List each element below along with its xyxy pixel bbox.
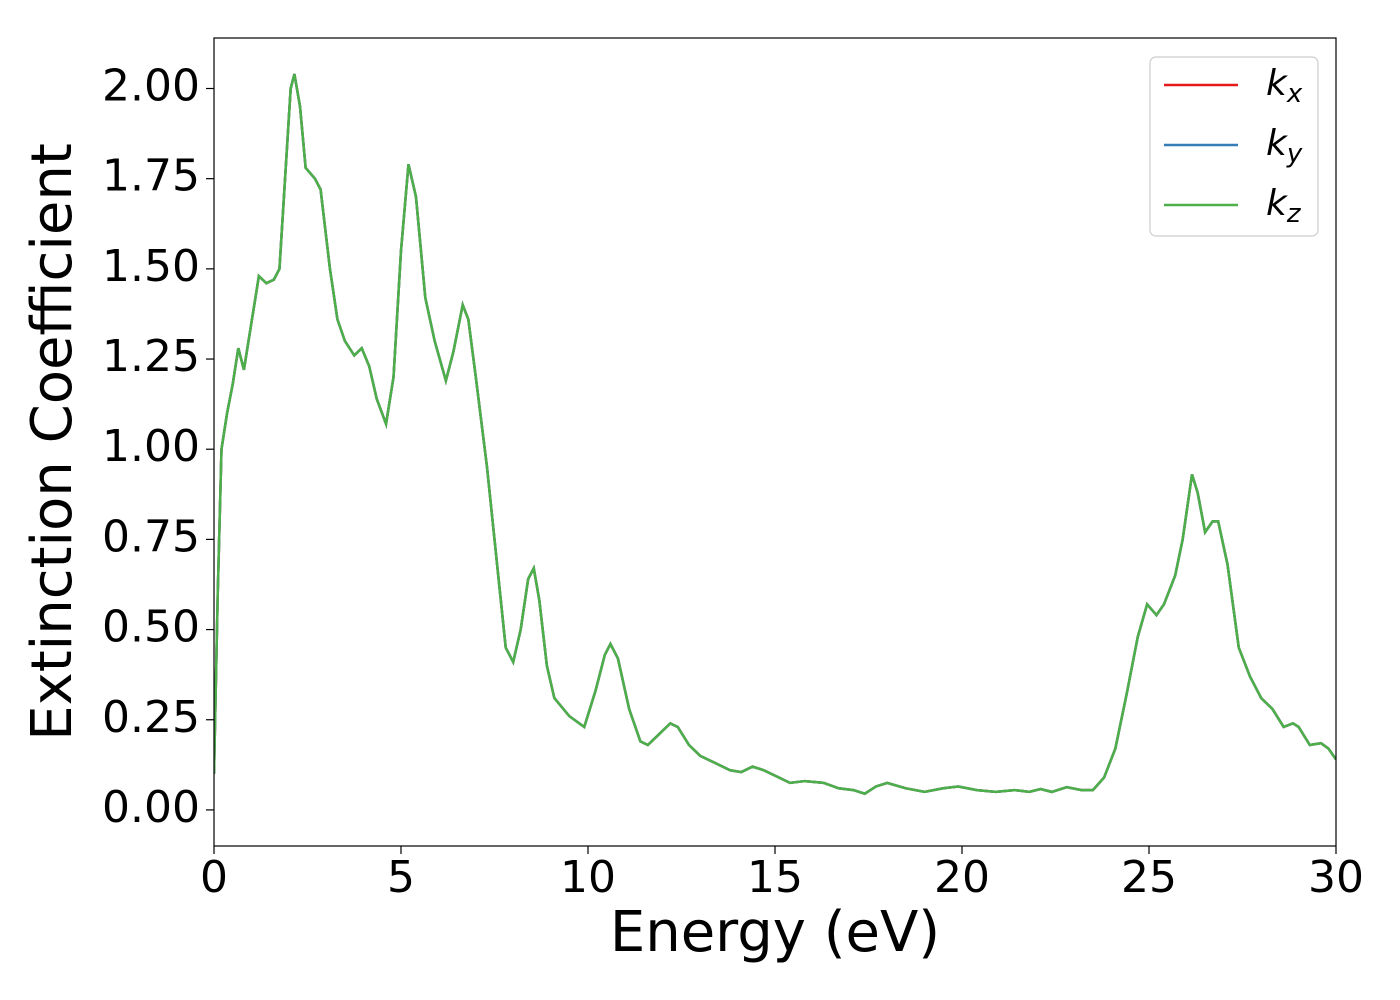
y-tick-label: 0.00 [102, 782, 200, 833]
y-axis-label: Extinction Coefficient [20, 143, 85, 741]
y-tick-label: 1.50 [102, 241, 200, 292]
legend-label: kx [1266, 63, 1303, 109]
y-tick-label: 0.75 [102, 511, 200, 562]
x-tick-label: 25 [1121, 852, 1177, 903]
plot-frame [213, 37, 1337, 847]
y-tick-label: 1.75 [102, 151, 200, 202]
legend-label: ky [1266, 123, 1303, 169]
x-axis-label: Energy (eV) [610, 900, 940, 965]
x-tick-label: 15 [747, 852, 803, 903]
legend-label: kz [1266, 183, 1302, 229]
x-tick-label: 0 [200, 852, 228, 903]
series-line [214, 73, 1336, 796]
y-tick-label: 0.25 [102, 692, 200, 743]
y-tick-label: 0.50 [102, 602, 200, 653]
x-tick-label: 30 [1308, 852, 1364, 903]
y-tick-label: 2.00 [102, 61, 200, 112]
y-tick-label: 1.25 [102, 331, 200, 382]
x-tick-label: 5 [387, 852, 415, 903]
y-tick-label: 1.00 [102, 421, 200, 472]
x-tick-label: 20 [934, 852, 990, 903]
legend-frame [1149, 56, 1319, 237]
x-tick-label: 10 [560, 852, 616, 903]
